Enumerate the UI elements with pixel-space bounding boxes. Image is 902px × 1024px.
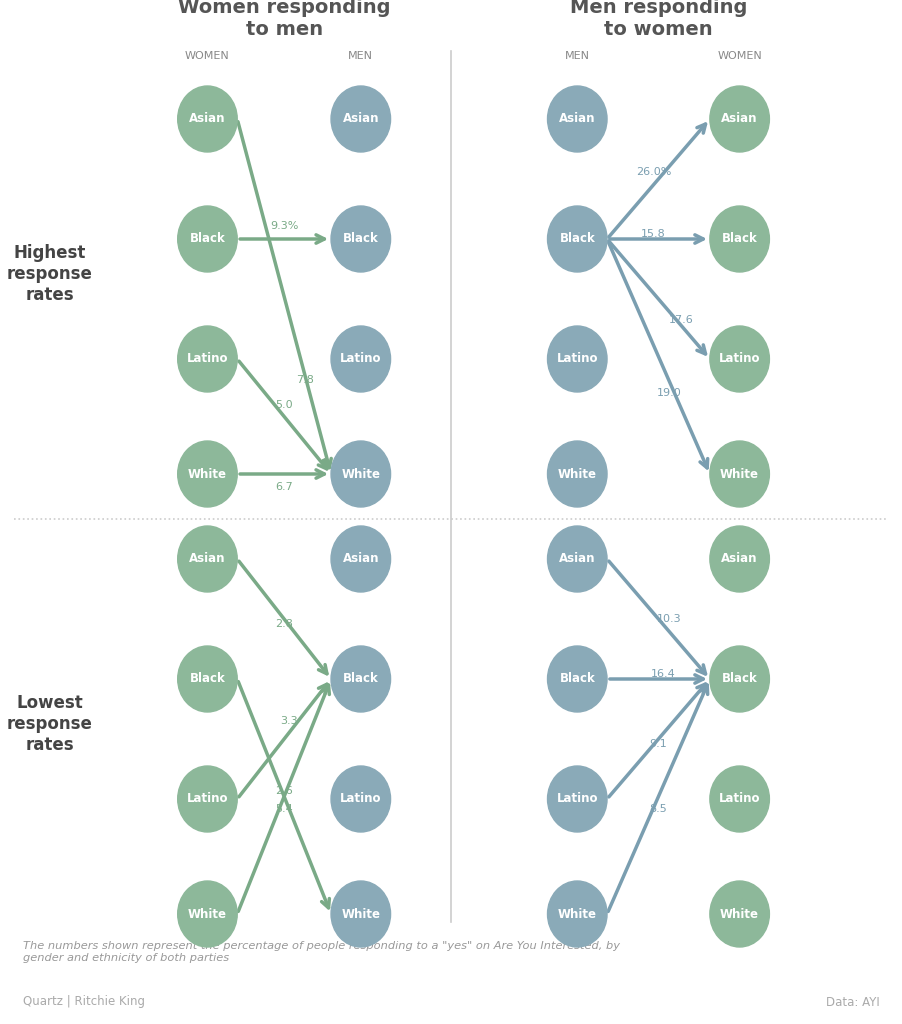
Text: White: White [188, 907, 227, 921]
Text: WOMEN: WOMEN [717, 489, 762, 499]
Text: Asian: Asian [343, 553, 379, 565]
Text: Latino: Latino [187, 793, 228, 806]
Text: 19.0: 19.0 [657, 388, 681, 398]
Text: 2.6: 2.6 [275, 786, 293, 797]
Text: Latino: Latino [187, 352, 228, 366]
Text: White: White [341, 907, 381, 921]
Text: Asian: Asian [189, 553, 226, 565]
Circle shape [331, 526, 391, 592]
Circle shape [178, 326, 237, 392]
Text: Asian: Asian [722, 113, 758, 126]
Text: MEN: MEN [565, 51, 590, 61]
Circle shape [710, 881, 769, 947]
Circle shape [178, 86, 237, 152]
Circle shape [178, 206, 237, 272]
Text: Latino: Latino [719, 352, 760, 366]
Text: Black: Black [189, 673, 226, 685]
Circle shape [548, 86, 607, 152]
Circle shape [710, 441, 769, 507]
Text: Black: Black [722, 673, 758, 685]
Text: White: White [341, 468, 381, 480]
Circle shape [548, 766, 607, 831]
Text: MEN: MEN [348, 51, 373, 61]
Circle shape [710, 526, 769, 592]
Text: Asian: Asian [722, 553, 758, 565]
Circle shape [548, 646, 607, 712]
Text: Highest
response
rates: Highest response rates [6, 244, 93, 304]
Circle shape [710, 646, 769, 712]
Text: Latino: Latino [719, 793, 760, 806]
Text: 8.5: 8.5 [649, 805, 667, 814]
Text: White: White [720, 468, 759, 480]
Text: Latino: Latino [557, 793, 598, 806]
Text: White: White [557, 907, 597, 921]
Text: Data: AYI: Data: AYI [825, 995, 879, 1009]
Text: MEN: MEN [565, 489, 590, 499]
Text: Asian: Asian [189, 113, 226, 126]
Text: Quartz | Ritchie King: Quartz | Ritchie King [23, 995, 144, 1009]
Text: Black: Black [189, 232, 226, 246]
Text: WOMEN: WOMEN [717, 51, 762, 61]
Circle shape [178, 441, 237, 507]
Circle shape [710, 326, 769, 392]
Text: MEN: MEN [348, 489, 373, 499]
Text: 26.0%: 26.0% [636, 167, 671, 177]
Circle shape [710, 86, 769, 152]
Text: Men responding
to women: Men responding to women [570, 0, 747, 40]
Text: WOMEN: WOMEN [185, 489, 230, 499]
Circle shape [331, 206, 391, 272]
Text: Black: Black [559, 673, 595, 685]
Text: Latino: Latino [340, 793, 382, 806]
Circle shape [178, 526, 237, 592]
Circle shape [178, 881, 237, 947]
Text: White: White [557, 468, 597, 480]
Circle shape [710, 766, 769, 831]
Circle shape [548, 881, 607, 947]
Text: 3.3: 3.3 [280, 716, 298, 726]
Text: WOMEN: WOMEN [185, 51, 230, 61]
Circle shape [331, 441, 391, 507]
Text: 16.4: 16.4 [651, 669, 676, 679]
Text: Lowest
response
rates: Lowest response rates [6, 694, 93, 754]
Text: White: White [720, 907, 759, 921]
Circle shape [331, 326, 391, 392]
Text: 15.8: 15.8 [641, 229, 666, 239]
Text: 5.0: 5.0 [275, 399, 293, 410]
Text: Latino: Latino [557, 352, 598, 366]
Text: 17.6: 17.6 [668, 315, 694, 326]
Circle shape [331, 86, 391, 152]
Circle shape [331, 766, 391, 831]
Circle shape [331, 881, 391, 947]
Text: Black: Black [559, 232, 595, 246]
Text: 10.3: 10.3 [657, 614, 681, 624]
Text: Black: Black [343, 673, 379, 685]
Text: 9.1: 9.1 [649, 739, 667, 749]
Circle shape [331, 646, 391, 712]
Circle shape [710, 206, 769, 272]
Text: 5.4: 5.4 [275, 805, 293, 814]
Text: 9.3%: 9.3% [270, 221, 299, 231]
Text: Women responding
to men: Women responding to men [178, 0, 391, 40]
Text: 6.7: 6.7 [275, 482, 293, 492]
Text: The numbers shown represent the percentage of people responding to a "yes" on Ar: The numbers shown represent the percenta… [23, 941, 620, 963]
Circle shape [548, 526, 607, 592]
Text: 2.8: 2.8 [275, 618, 293, 629]
Text: Latino: Latino [340, 352, 382, 366]
Circle shape [548, 206, 607, 272]
Text: White: White [188, 468, 227, 480]
Text: 7.8: 7.8 [296, 375, 314, 385]
Text: Asian: Asian [559, 553, 595, 565]
Circle shape [548, 326, 607, 392]
Text: Asian: Asian [559, 113, 595, 126]
Text: Asian: Asian [343, 113, 379, 126]
Circle shape [178, 646, 237, 712]
Text: Black: Black [722, 232, 758, 246]
Circle shape [178, 766, 237, 831]
Text: Black: Black [343, 232, 379, 246]
Circle shape [548, 441, 607, 507]
